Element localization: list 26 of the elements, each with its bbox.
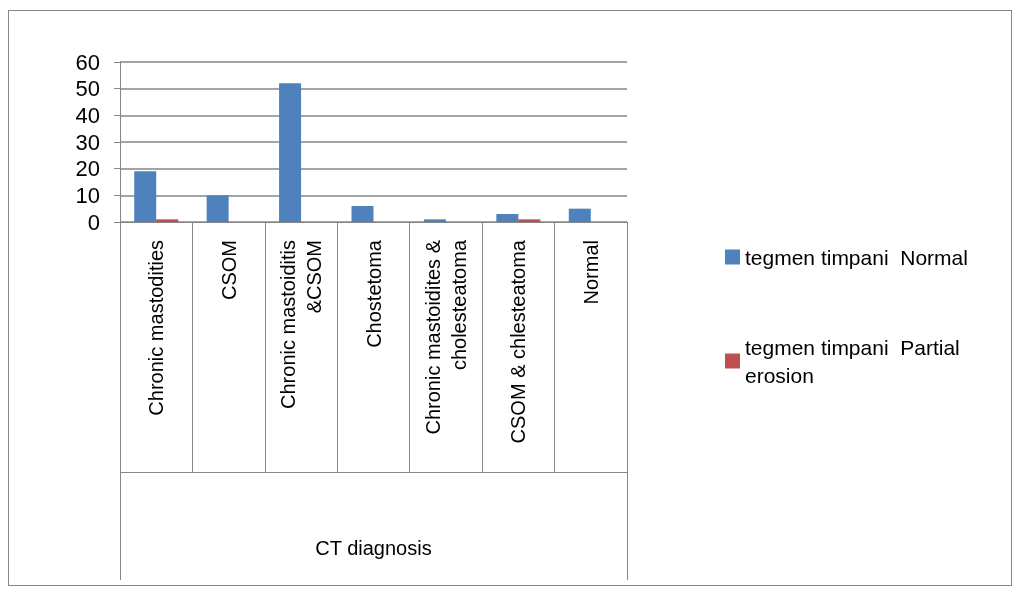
y-tick-label: 0 (87, 209, 100, 235)
bar (568, 208, 591, 222)
x-tick-label: Chostetoma (362, 239, 385, 348)
bar (423, 219, 446, 222)
y-tick-label: 60 (75, 49, 100, 75)
bar (206, 195, 229, 222)
y-tick-label: 50 (75, 76, 100, 102)
bar (496, 214, 519, 222)
y-tick-label: 30 (75, 129, 100, 155)
x-tick-label: Chronic mastoidites & cholesteatoma (421, 239, 470, 435)
bar (156, 219, 179, 222)
legend-label: tegmen timpani Normal (745, 245, 968, 269)
x-tick-label: CSOM (217, 240, 240, 300)
bar (279, 83, 302, 222)
y-tick-label: 40 (75, 102, 100, 128)
x-tick-label: CSOM & chlesteatoma (507, 239, 530, 444)
x-tick-label: Chronic mastodities (145, 240, 168, 416)
bar (518, 219, 541, 222)
x-tick-label: Chronic mastoiditis &CSOM (277, 240, 326, 409)
bar (351, 206, 374, 222)
x-tick-label: Normal (579, 240, 602, 305)
y-tick-label: 10 (75, 182, 100, 208)
bar (134, 171, 157, 222)
text: CT diagnosis (315, 537, 432, 559)
y-tick-label: 20 (75, 156, 100, 182)
legend-label: tegmen timpani Partial erosion (745, 335, 966, 387)
